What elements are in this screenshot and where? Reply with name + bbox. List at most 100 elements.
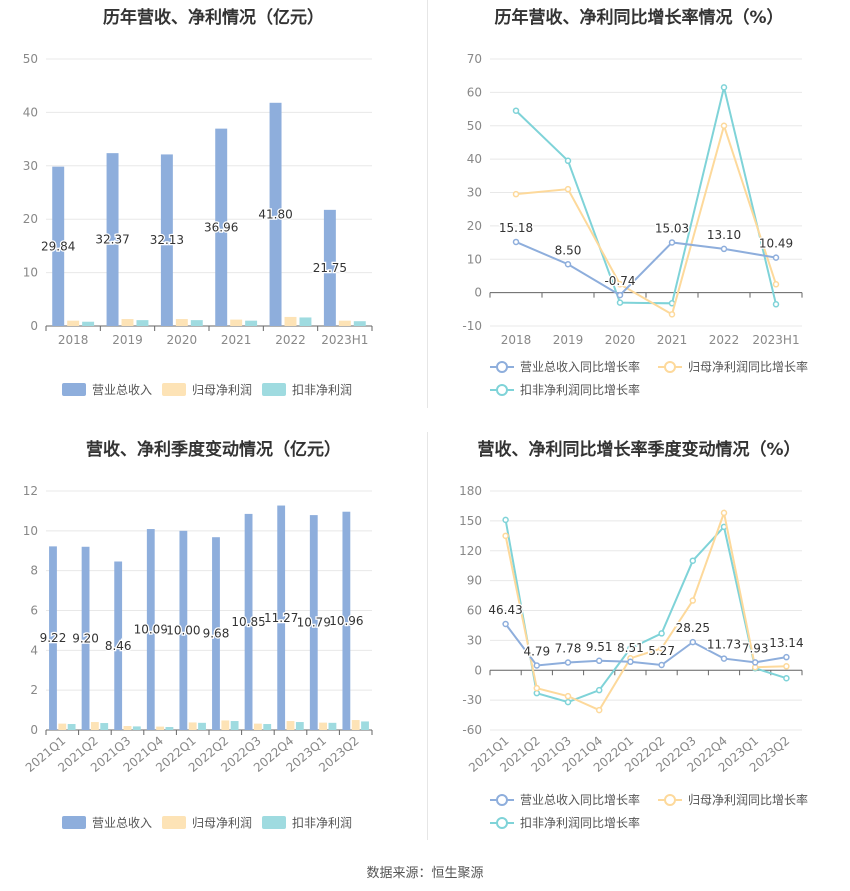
legend-swatch: [162, 383, 186, 396]
x-tick-label: 2021: [657, 333, 688, 347]
bar-revenue: [309, 515, 318, 730]
bar-deducted-net-profit: [263, 724, 272, 730]
series-point: [668, 311, 676, 318]
bar-value-label: 29.84: [41, 239, 75, 253]
bar-value-label: 10.85: [231, 615, 265, 629]
series-line: [504, 509, 787, 712]
bar-value-label: 8.46: [105, 639, 132, 653]
chart-title: 历年营收、净利同比增长率情况（%）: [494, 8, 784, 28]
bar-deducted-net-profit: [361, 721, 369, 730]
x-tick-label: 2018: [501, 333, 532, 347]
series-point: [512, 107, 520, 114]
series-point: [751, 659, 759, 666]
quarterly-revenue-profit-chart: 0246810122021Q12021Q22021Q32021Q42022Q12…: [23, 484, 373, 830]
bar-net-profit: [286, 721, 295, 730]
legend-marker: [496, 817, 508, 829]
series-point: [502, 516, 509, 524]
y-tick-label: -10: [462, 319, 482, 333]
bar-revenue: [323, 209, 336, 326]
y-tick-label: 0: [474, 663, 482, 677]
bar-net-profit: [221, 720, 230, 730]
bar-deducted-net-profit: [198, 722, 206, 730]
y-tick-label: 120: [459, 544, 482, 558]
bar-revenue: [81, 546, 90, 730]
y-tick-label: 90: [467, 574, 482, 588]
y-tick-label: 150: [459, 514, 482, 528]
annual-growth-rate-panel: 历年营收、净利同比增长率情况（%） -10 0 10 20 30 40 50 60 70 2018…: [428, 0, 850, 420]
x-tick-label: 2022: [275, 333, 306, 347]
quarterly-growth-rate-panel: 营收、净利同比增长率季度变动情况（%） -60 -30 0 30 60 90 120 150 1…: [428, 432, 850, 852]
data-source-note: 数据来源：恒生聚源: [366, 866, 484, 881]
legend-marker: [496, 361, 508, 373]
series-point: [616, 281, 624, 288]
y-tick-label: 60: [467, 604, 482, 618]
bar-net-profit: [121, 319, 134, 326]
y-tick-label: 8: [30, 564, 38, 578]
x-tick-label: 2021: [221, 333, 252, 347]
y-tick-label: 10: [23, 524, 38, 538]
bar-deducted-net-profit: [136, 320, 149, 326]
bar-net-profit: [230, 319, 243, 326]
bar-deducted-net-profit: [190, 320, 203, 326]
bar-deducted-net-profit: [299, 317, 312, 326]
bar-deducted-net-profit: [353, 321, 366, 326]
series-point: [720, 84, 728, 91]
bar-deducted-net-profit: [295, 722, 304, 730]
point-value-label: 13.10: [707, 228, 741, 242]
y-tick-label: 10: [467, 252, 482, 266]
chart-title: 历年营收、净利情况（亿元）: [103, 8, 324, 28]
y-tick-label: 0: [30, 319, 38, 333]
legend-label: 扣非净利润同比增长率: [520, 815, 640, 830]
point-value-label: 8.50: [555, 243, 582, 257]
bar-deducted-net-profit: [230, 721, 239, 730]
point-value-label: 15.18: [499, 221, 533, 235]
legend-label: 归母净利润同比增长率: [688, 792, 808, 807]
point-value-label: 13.14: [769, 636, 803, 650]
series-point: [502, 532, 509, 540]
legend-marker: [496, 384, 508, 396]
series-point: [720, 122, 728, 129]
series-point: [616, 291, 624, 299]
series-line: [515, 122, 777, 316]
bar-revenue: [179, 530, 188, 730]
series-point: [533, 684, 541, 692]
bar-net-profit: [175, 319, 188, 326]
y-tick-label: 12: [23, 484, 38, 498]
series-point: [564, 698, 572, 706]
bar-net-profit: [253, 723, 262, 730]
y-tick-label: -60: [462, 723, 482, 737]
annual-growth-rate-chart: -10 0 10 20 30 40 50 60 70 2018 2019 2020 2021 2022 20…: [462, 52, 808, 397]
point-value-label: -0.74: [604, 274, 635, 288]
series-point: [512, 238, 520, 246]
x-tick-label: 2018: [58, 333, 89, 347]
series-point: [689, 557, 697, 564]
series-point: [564, 692, 572, 700]
legend-label: 归母净利润同比增长率: [688, 359, 808, 374]
series-point: [502, 620, 509, 628]
series-point: [658, 630, 665, 637]
series-point: [616, 299, 624, 306]
series-point: [720, 245, 728, 253]
bar-revenue: [342, 511, 351, 730]
point-value-label: 7.78: [555, 642, 582, 656]
legend-marker: [664, 361, 676, 373]
point-value-label: 9.51: [586, 640, 613, 654]
y-tick-label: 50: [467, 119, 482, 133]
point-value-label: 46.43: [488, 603, 522, 617]
y-tick-label: 20: [467, 219, 482, 233]
series-point: [720, 509, 728, 517]
bar-value-label: 11.27: [264, 611, 298, 625]
legend-label: 归母净利润: [192, 383, 252, 397]
legend-swatch: [262, 816, 286, 829]
legend-swatch: [262, 383, 286, 396]
y-tick-label: 40: [467, 152, 482, 166]
series-point: [533, 662, 541, 669]
series-point: [772, 281, 780, 288]
panel-divider-bottom: [427, 432, 428, 840]
bar-deducted-net-profit: [328, 722, 337, 730]
series-point: [564, 261, 572, 268]
bar-revenue: [277, 505, 286, 730]
bar-net-profit: [123, 726, 132, 730]
y-tick-label: 4: [30, 643, 38, 657]
x-tick-label: 2023H1: [752, 333, 799, 347]
